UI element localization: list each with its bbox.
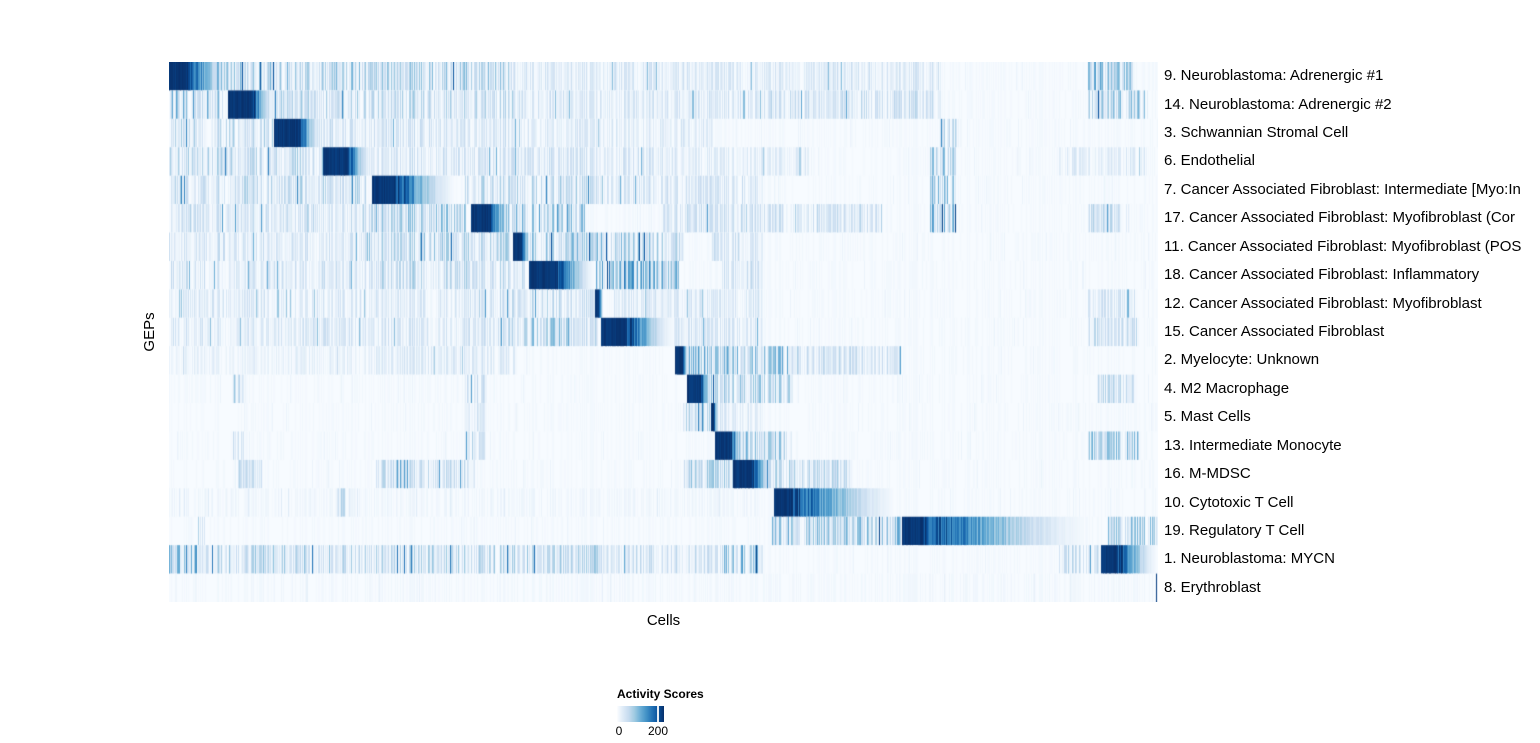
row-label: 17. Cancer Associated Fibroblast: Myofib… [1164, 209, 1515, 227]
row-label: 10. Cytotoxic T Cell [1164, 493, 1294, 511]
row-label: 1. Neuroblastoma: MYCN [1164, 550, 1335, 568]
row-label: 3. Schwannian Stromal Cell [1164, 124, 1349, 142]
row-label: 9. Neuroblastoma: Adrenergic #1 [1164, 67, 1384, 85]
legend-tick-0: 0 [615, 724, 623, 738]
row-label: 2. Myelocyte: Unknown [1164, 351, 1320, 369]
row-label: 19. Regulatory T Cell [1164, 521, 1305, 539]
row-label: 16. M-MDSC [1164, 465, 1251, 483]
row-label: 13. Intermediate Monocyte [1164, 436, 1342, 454]
legend-title: Activity Scores [617, 687, 704, 701]
heatmap-canvas [169, 62, 1158, 602]
colorbar-legend: Activity Scores 0 200 [615, 687, 777, 738]
row-label: 8. Erythroblast [1164, 578, 1261, 596]
legend-tick-200: 200 [647, 724, 669, 738]
row-label: 11. Cancer Associated Fibroblast: Myofib… [1164, 237, 1522, 255]
row-label: 14. Neuroblastoma: Adrenergic #2 [1164, 95, 1392, 113]
legend-tick-labels: 0 200 [615, 724, 697, 738]
row-label: 4. M2 Macrophage [1164, 379, 1290, 397]
row-label: 12. Cancer Associated Fibroblast: Myofib… [1164, 294, 1482, 312]
row-label: 6. Endothelial [1164, 152, 1255, 170]
legend-gradient-bar [617, 706, 664, 722]
row-label: 15. Cancer Associated Fibroblast [1164, 323, 1385, 340]
legend-tick-mark [657, 706, 659, 722]
y-axis-label: GEPs [141, 312, 158, 352]
row-labels: 9. Neuroblastoma: Adrenergic #1 14. Neuro… [1164, 62, 1540, 602]
row-label: 18. Cancer Associated Fibroblast: Inflam… [1164, 266, 1480, 284]
x-axis-label: Cells [646, 612, 681, 629]
row-label: 7. Cancer Associated Fibroblast: Interme… [1164, 180, 1521, 198]
row-label: 5. Mast Cells [1164, 408, 1251, 426]
